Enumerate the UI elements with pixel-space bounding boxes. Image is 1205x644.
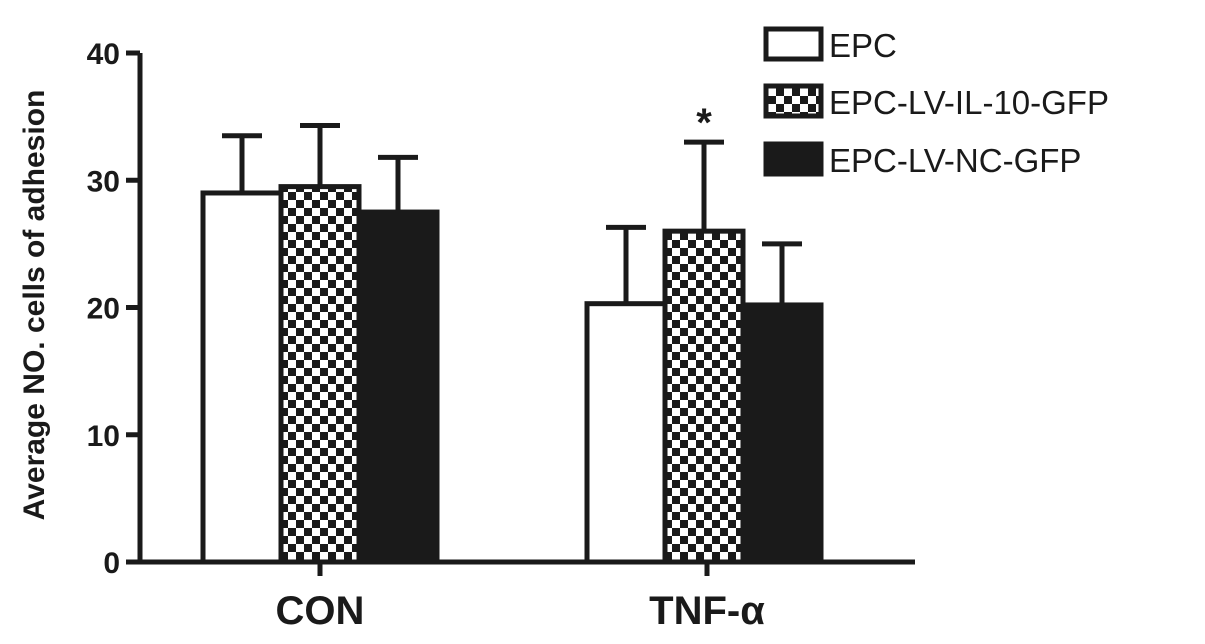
y-tick-label: 20 — [87, 293, 120, 326]
bars: * — [200, 101, 824, 565]
legend-swatch — [763, 141, 824, 177]
x-tick-label: TNF-α — [649, 589, 765, 633]
bar-white-0 — [200, 190, 284, 565]
x-tick-label: CON — [276, 589, 365, 633]
y-axis-title: Average NO. cells of adhesion — [18, 90, 51, 521]
legend-label: EPC-LV-IL-10-GFP — [829, 84, 1109, 121]
legend-label: EPC — [829, 27, 897, 64]
legend: EPC EPC-LV-IL-10-GFP EPC-LV-NC-GFP — [763, 26, 1109, 179]
bar-black-0 — [356, 209, 440, 565]
legend-swatch — [763, 26, 824, 62]
y-tick-label: 0 — [103, 547, 120, 580]
bar-checker-1 — [662, 228, 746, 565]
legend-label: EPC-LV-NC-GFP — [829, 142, 1081, 179]
y-tick-label: 40 — [87, 38, 120, 71]
bar-white-1 — [584, 301, 668, 565]
legend-swatch — [763, 83, 824, 119]
bar-black-1 — [740, 302, 824, 565]
bar-checker-0 — [278, 184, 362, 565]
significance-marker: * — [696, 101, 712, 145]
y-tick-label: 10 — [87, 420, 120, 453]
y-tick-label: 30 — [87, 165, 120, 198]
